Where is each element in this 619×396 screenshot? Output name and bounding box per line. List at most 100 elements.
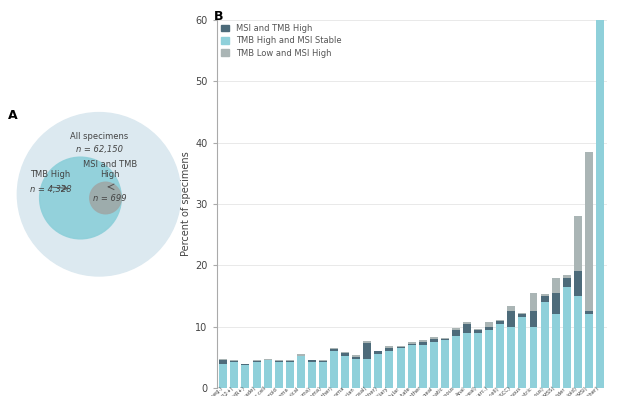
Text: Breast (triple neg.): Breast (triple neg.) — [184, 386, 223, 396]
Text: Lung (small cell): Lung (small cell) — [465, 386, 500, 396]
Text: Hepatocellular: Hepatocellular — [370, 386, 400, 396]
Bar — [363, 359, 371, 388]
Text: A: A — [8, 109, 18, 122]
Bar — [374, 351, 383, 354]
Bar — [386, 346, 394, 348]
Y-axis label: Percent of specimens: Percent of specimens — [181, 152, 191, 256]
Bar — [540, 296, 548, 302]
Legend: MSI and TMB High, TMB High and MSI Stable, TMB Low and MSI High: MSI and TMB High, TMB High and MSI Stabl… — [221, 24, 342, 58]
Bar — [418, 340, 426, 342]
Text: Colorectal (MSI): Colorectal (MSI) — [556, 386, 589, 396]
Bar — [219, 364, 227, 388]
Bar — [463, 324, 471, 333]
Text: B: B — [214, 10, 223, 23]
Bar — [485, 330, 493, 388]
Text: Colorectal (MSS): Colorectal (MSS) — [521, 386, 556, 396]
Text: All specimens: All specimens — [70, 132, 128, 141]
Bar — [463, 333, 471, 388]
Text: Ovarian: Ovarian — [338, 386, 357, 396]
Text: Cervical (adenocarc.): Cervical (adenocarc.) — [446, 386, 489, 396]
Text: Renal other: Renal other — [397, 386, 423, 396]
Bar — [286, 362, 294, 388]
Bar — [230, 361, 238, 362]
Bar — [474, 330, 482, 333]
Text: Lung squamous: Lung squamous — [423, 386, 456, 396]
Bar — [319, 362, 327, 388]
Bar — [529, 293, 537, 311]
Bar — [430, 342, 438, 388]
Bar — [474, 333, 482, 388]
Text: Prostate: Prostate — [392, 386, 412, 396]
Bar — [352, 357, 360, 359]
Bar — [330, 348, 338, 349]
Bar — [485, 327, 493, 330]
Bar — [341, 353, 349, 356]
Bar — [264, 360, 272, 388]
Text: Lung adenocarcinoma: Lung adenocarcinoma — [300, 386, 345, 396]
Bar — [585, 314, 593, 388]
Text: Pancreatic: Pancreatic — [422, 386, 445, 396]
Bar — [441, 338, 449, 339]
Text: Glioblastoma: Glioblastoma — [262, 386, 290, 396]
Text: Gastric: Gastric — [517, 386, 534, 396]
Text: n = 62,150: n = 62,150 — [76, 145, 123, 154]
Bar — [374, 350, 383, 351]
Bar — [596, 0, 604, 8]
Bar — [397, 348, 405, 388]
Bar — [585, 152, 593, 311]
Bar — [363, 343, 371, 359]
Text: MSI-High (other): MSI-High (other) — [566, 386, 600, 396]
Bar — [286, 361, 294, 362]
Text: Soft tissue (other): Soft tissue (other) — [297, 386, 334, 396]
Bar — [574, 272, 582, 296]
Bar — [552, 293, 560, 314]
Bar — [441, 340, 449, 388]
Bar — [230, 360, 238, 361]
Bar — [330, 351, 338, 388]
Bar — [408, 342, 415, 344]
Bar — [452, 328, 460, 330]
Bar — [352, 359, 360, 388]
Bar — [297, 354, 305, 356]
Bar — [386, 351, 394, 388]
Bar — [397, 347, 405, 348]
Bar — [408, 345, 415, 388]
Bar — [452, 330, 460, 336]
Bar — [519, 312, 526, 314]
Text: Melanoma (uveal): Melanoma (uveal) — [441, 386, 478, 396]
Bar — [230, 362, 238, 388]
Bar — [319, 360, 327, 361]
Text: Breast (HER2+): Breast (HER2+) — [201, 386, 235, 396]
Bar — [319, 361, 327, 362]
Bar — [529, 327, 537, 388]
Text: Breast (HR+): Breast (HR+) — [217, 386, 246, 396]
Bar — [308, 362, 316, 388]
Text: Cervical: Cervical — [282, 386, 301, 396]
Bar — [275, 362, 283, 388]
Bar — [408, 344, 415, 345]
Bar — [508, 307, 516, 311]
Bar — [219, 360, 227, 364]
Bar — [585, 311, 593, 314]
Bar — [352, 355, 360, 357]
Bar — [308, 360, 316, 362]
Text: Melanoma (cutaneous): Melanoma (cutaneous) — [498, 386, 545, 396]
Bar — [485, 322, 493, 327]
Bar — [496, 320, 504, 324]
Text: Head and neck (SCC): Head and neck (SCC) — [468, 386, 511, 396]
Bar — [529, 311, 537, 327]
Bar — [463, 322, 471, 324]
Text: Biliary: Biliary — [374, 386, 389, 396]
Text: Anal: Anal — [455, 386, 467, 396]
Bar — [596, 8, 604, 20]
Text: Thyroid: Thyroid — [261, 386, 279, 396]
Text: TMB High: TMB High — [30, 170, 71, 179]
Circle shape — [17, 112, 181, 276]
Bar — [540, 302, 548, 388]
Bar — [430, 339, 438, 342]
Bar — [253, 360, 261, 361]
Text: Primary unknown (adenocarcinoma): Primary unknown (adenocarcinoma) — [240, 386, 312, 396]
Bar — [563, 278, 571, 287]
Text: n = 4,328: n = 4,328 — [30, 185, 72, 194]
Bar — [241, 365, 249, 388]
